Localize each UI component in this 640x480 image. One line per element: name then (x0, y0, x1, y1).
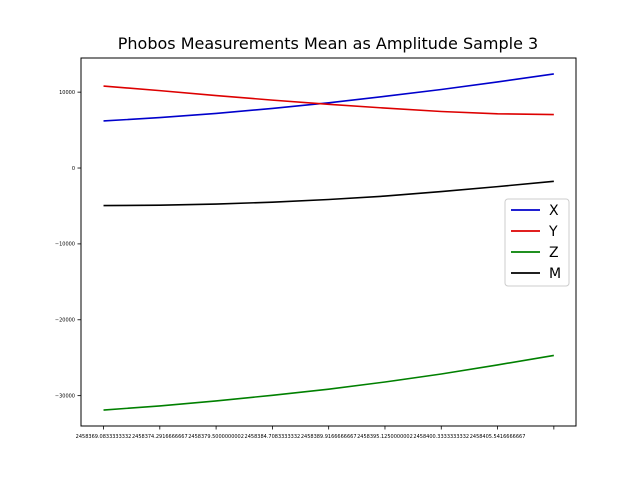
x-tick-label: 2458395.1250000002 (357, 434, 413, 440)
x-tick-label: 2458374.2916666667 (132, 434, 188, 440)
chart-title: Phobos Measurements Mean as Amplitude Sa… (118, 34, 538, 53)
legend-label-m: M (549, 266, 561, 282)
x-tick-label: 2458389.9166666667 (301, 434, 357, 440)
legend-label-y: Y (548, 224, 558, 240)
legend-box (504, 198, 570, 287)
x-tick-label: 2458369.0833333332 (76, 434, 132, 440)
series-line-m (103, 180, 554, 207)
legend-label-x: X (549, 203, 559, 219)
series-line-x (103, 73, 554, 122)
x-tick-label: 2458384.7083333332 (245, 434, 301, 440)
y-tick-label: −10000 (55, 242, 75, 248)
legend-label-z: Z (549, 245, 559, 261)
y-tick-label: 10000 (59, 90, 75, 96)
x-tick-label: 2458400.3333333332 (413, 434, 469, 440)
y-tick-label: −30000 (55, 393, 75, 399)
x-tick-label: 2458379.5000000002 (188, 434, 244, 440)
y-tick-label: 0 (72, 166, 75, 172)
x-tick-label: 2458405.5416666667 (470, 434, 526, 440)
series-line-y (103, 85, 554, 116)
axis-layer: 10000 0 −10000 −20000 −30000 2458369.08333333… (55, 90, 555, 440)
series-line-z (103, 354, 554, 411)
y-tick-label: −20000 (55, 318, 75, 324)
series-layer (103, 73, 554, 411)
